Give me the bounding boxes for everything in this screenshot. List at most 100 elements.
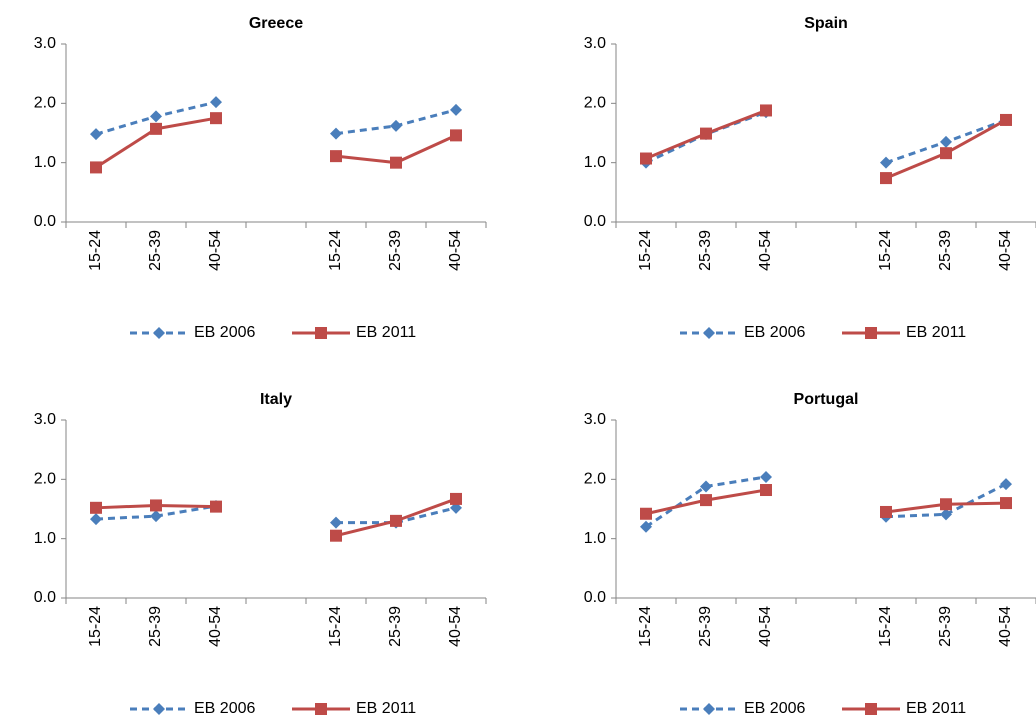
diamond-marker [450,103,462,116]
legend-marker [865,327,877,339]
y-tick-label: 1.0 [34,154,56,171]
y-tick-label: 3.0 [34,411,56,428]
diamond-marker [940,508,952,521]
y-tick-label: 0.0 [584,589,606,606]
x-tick-label: 25-39 [937,230,954,271]
legend-marker [315,327,327,339]
y-tick-label: 3.0 [584,411,606,428]
diamond-marker [330,516,342,529]
x-tick-label: 25-39 [147,230,164,271]
square-marker [210,500,222,513]
y-tick-label: 1.0 [34,530,56,547]
square-marker [150,499,162,512]
legend-marker [315,703,327,715]
diamond-marker [940,135,952,148]
square-marker [1000,113,1012,126]
x-tick-label: 15-24 [327,230,344,271]
square-marker [390,156,402,169]
square-marker [330,150,342,163]
square-marker [90,501,102,514]
diamond-marker [390,119,402,132]
x-tick-label: 15-24 [877,606,894,647]
y-tick-label: 0.0 [584,213,606,230]
diamond-marker [150,510,162,523]
legend-marker [865,703,877,715]
square-marker [1000,497,1012,510]
x-tick-label: 40-54 [207,230,224,271]
legend-label: EB 2011 [356,324,416,341]
x-tick-label: 40-54 [447,606,464,647]
square-marker [150,122,162,135]
diamond-marker [90,128,102,141]
x-tick-label: 40-54 [757,230,774,271]
x-tick-label: 25-39 [387,606,404,647]
chart-title: Greece [249,15,303,32]
legend-label: EB 2011 [906,700,966,717]
x-tick-label: 15-24 [877,230,894,271]
y-tick-label: 2.0 [584,95,606,112]
diamond-marker [90,513,102,526]
legend-label: EB 2006 [744,700,805,717]
x-tick-label: 40-54 [997,230,1014,271]
square-marker [880,172,892,185]
legend-marker [703,327,715,339]
diamond-marker [1000,478,1012,491]
legend-label: EB 2006 [194,324,255,341]
square-marker [940,147,952,160]
x-tick-label: 15-24 [87,230,104,271]
x-tick-label: 40-54 [207,606,224,647]
x-tick-label: 25-39 [937,606,954,647]
diamond-marker [330,127,342,140]
x-tick-label: 15-24 [327,606,344,647]
x-tick-label: 25-39 [697,606,714,647]
square-marker [940,498,952,511]
y-tick-label: 2.0 [584,471,606,488]
square-marker [640,507,652,520]
diamond-marker [150,110,162,123]
square-marker [880,505,892,518]
legend-label: EB 2006 [744,324,805,341]
y-tick-label: 1.0 [584,154,606,171]
diamond-marker [210,96,222,109]
chart-title: Italy [260,391,292,408]
square-marker [330,529,342,542]
legend-label: EB 2011 [906,324,966,341]
diamond-marker [640,520,652,533]
square-marker [90,161,102,174]
square-marker [760,104,772,117]
diamond-marker [880,156,892,169]
square-marker [210,112,222,125]
square-marker [700,494,712,507]
y-tick-label: 3.0 [34,35,56,52]
x-tick-label: 15-24 [637,230,654,271]
square-marker [760,484,772,497]
square-marker [390,514,402,527]
y-tick-label: 2.0 [34,471,56,488]
chart-title: Portugal [794,391,859,408]
x-tick-label: 15-24 [87,606,104,647]
square-marker [640,152,652,165]
chart-title: Spain [804,15,848,32]
series-line [645,109,1007,180]
y-tick-label: 1.0 [584,530,606,547]
x-tick-label: 40-54 [757,606,774,647]
x-tick-label: 25-39 [387,230,404,271]
y-tick-label: 2.0 [34,95,56,112]
legend-marker [703,703,715,715]
x-tick-label: 40-54 [447,230,464,271]
legend-label: EB 2006 [194,700,255,717]
y-tick-label: 3.0 [584,35,606,52]
x-tick-label: 40-54 [997,606,1014,647]
square-marker [450,129,462,142]
x-tick-label: 25-39 [697,230,714,271]
square-marker [700,127,712,140]
legend-marker [153,327,165,339]
x-tick-label: 25-39 [147,606,164,647]
y-tick-label: 0.0 [34,589,56,606]
x-tick-label: 15-24 [637,606,654,647]
square-marker [450,492,462,505]
diamond-marker [760,470,772,483]
y-tick-label: 0.0 [34,213,56,230]
